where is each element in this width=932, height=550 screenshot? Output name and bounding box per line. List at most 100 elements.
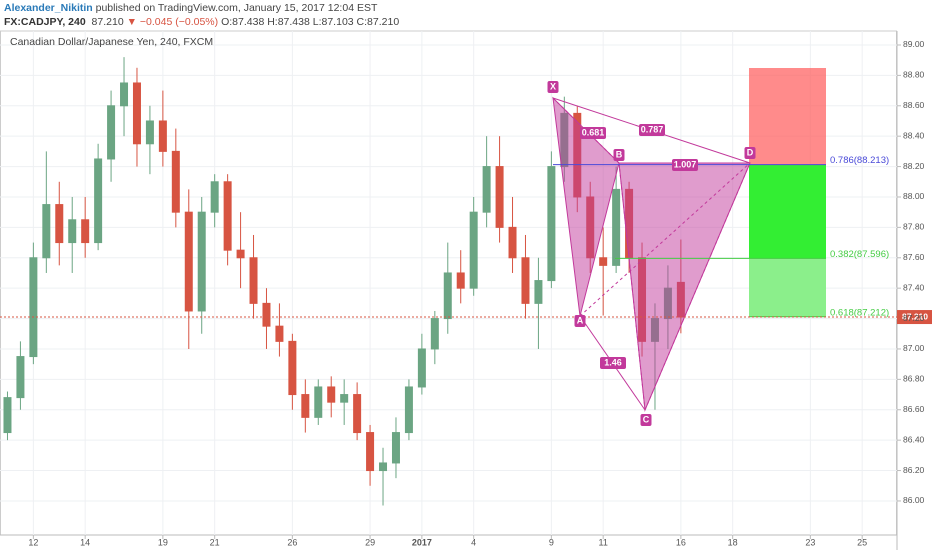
pattern-tag — [672, 159, 698, 171]
x-tick-label: 23 — [805, 537, 815, 547]
x-tick-label: 19 — [158, 537, 168, 547]
pattern-tag-label: 1.007 — [674, 159, 697, 169]
pattern-tag — [580, 127, 606, 139]
candle-body — [314, 386, 323, 418]
candle-body — [42, 204, 51, 259]
x-tick-label: 25 — [857, 537, 867, 547]
y-tick-label: 86.20 — [903, 465, 925, 475]
candle-body — [521, 257, 530, 304]
pattern-tag-label: 0.787 — [641, 124, 664, 134]
author[interactable]: Alexander_Nikitin — [4, 2, 93, 14]
symbol: FX:CADJPY, 240 — [4, 16, 86, 28]
last-price-tag — [897, 310, 932, 325]
candle-body — [107, 105, 116, 160]
pattern-cd — [644, 162, 751, 411]
candle-body — [366, 432, 375, 472]
candle-body — [612, 188, 621, 266]
candle-body — [327, 386, 336, 403]
pattern-bcd — [618, 162, 751, 412]
candle-body — [430, 318, 439, 350]
y-tick-label: 88.60 — [903, 100, 925, 110]
candle-body — [223, 181, 232, 251]
x-tick-label: 11 — [599, 537, 608, 547]
y-tick-label: 87.60 — [903, 252, 925, 262]
pattern-tag-label: X — [550, 81, 556, 91]
open: O:87.438 — [221, 16, 265, 28]
high: H:87.438 — [267, 16, 310, 28]
x-tick-label: 21 — [210, 537, 220, 547]
y-tick-label: 88.80 — [903, 70, 925, 80]
y-tick-label: 86.00 — [903, 495, 925, 505]
close: C:87.210 — [356, 16, 400, 28]
y-tick-label: 86.60 — [903, 404, 925, 414]
candle-body — [81, 219, 90, 244]
y-tick-label: 87.80 — [903, 222, 925, 232]
candle-body — [508, 226, 517, 259]
pattern-labels: X A B C D 0.681 0.787 1.007 1.46 — [547, 81, 756, 426]
x-tick-label: 2017 — [412, 537, 432, 547]
candle-body — [171, 150, 180, 213]
stop-zone — [749, 68, 826, 165]
candle-body — [55, 204, 64, 244]
change: −0.045 (−0.05%) — [139, 16, 219, 28]
x-tick-label: 29 — [365, 537, 375, 547]
last: 87.210 — [91, 16, 124, 28]
candle-body — [469, 211, 478, 289]
candle-body — [184, 211, 193, 312]
target-zone-2 — [749, 258, 826, 317]
candle-body — [197, 211, 206, 312]
pattern-tag-label: A — [577, 315, 584, 325]
candle-body — [417, 348, 426, 388]
fib-label: 0.786(88.213) — [830, 155, 889, 166]
y-tick-label: 87.20 — [903, 313, 925, 323]
x-tick-label: 18 — [728, 537, 738, 547]
x-tick-label: 26 — [287, 537, 297, 547]
harmonic-pattern — [552, 96, 751, 412]
x-tick-label: 14 — [80, 537, 90, 547]
chart-title: Canadian Dollar/Japanese Yen, 240, FXCM — [10, 36, 213, 48]
candle-body — [29, 257, 38, 358]
candle-body — [16, 356, 25, 399]
candle-body — [120, 82, 129, 107]
quote-line: FX:CADJPY, 240 87.210 ▼ −0.045 (−0.05%) … — [4, 15, 399, 29]
pattern-ad — [579, 162, 751, 317]
x-tick-label: 4 — [471, 537, 476, 547]
x-tick-label: 16 — [676, 537, 686, 547]
y-tick-label: 86.40 — [903, 434, 925, 444]
candle-body — [353, 394, 362, 434]
candle-body — [210, 181, 219, 213]
candle-body — [262, 302, 271, 327]
candle-body — [443, 272, 452, 320]
candle-body — [482, 166, 491, 213]
fib-label: 0.618(87.212) — [830, 307, 889, 318]
y-tick-label: 88.40 — [903, 130, 925, 140]
pattern-tag-label: C — [643, 414, 650, 424]
candle-body — [249, 257, 258, 304]
pattern-tag-label: 1.46 — [604, 357, 622, 367]
fib-levels: 0.786(88.213) 0.382(87.596) 0.618(87.212) 8… — [0, 155, 932, 325]
pattern-tag-label: D — [747, 147, 754, 157]
pattern-tag — [574, 315, 586, 327]
publish-line: Alexander_Nikitin published on TradingVi… — [4, 1, 399, 15]
candle-body — [599, 257, 608, 266]
position-zones — [749, 68, 826, 317]
pattern-tag-label: 0.681 — [582, 127, 605, 137]
candle-body — [145, 120, 154, 145]
candle-body — [391, 432, 400, 464]
candle-body — [68, 219, 77, 244]
candle-body — [340, 394, 349, 403]
y-tick-label: 89.00 — [903, 39, 925, 49]
last-price-label: 87.210 — [902, 311, 928, 321]
pattern-tag — [744, 147, 756, 159]
pattern-tag — [613, 149, 625, 161]
pattern-tag — [600, 357, 626, 369]
candle-body — [379, 462, 388, 472]
candle-body — [132, 82, 141, 145]
y-tick-label: 88.20 — [903, 161, 925, 171]
pattern-tag — [547, 81, 559, 93]
fib-label: 0.382(87.596) — [830, 249, 889, 260]
candle-body — [158, 120, 167, 152]
header: Alexander_Nikitin published on TradingVi… — [4, 1, 399, 29]
candle-body — [495, 166, 504, 228]
